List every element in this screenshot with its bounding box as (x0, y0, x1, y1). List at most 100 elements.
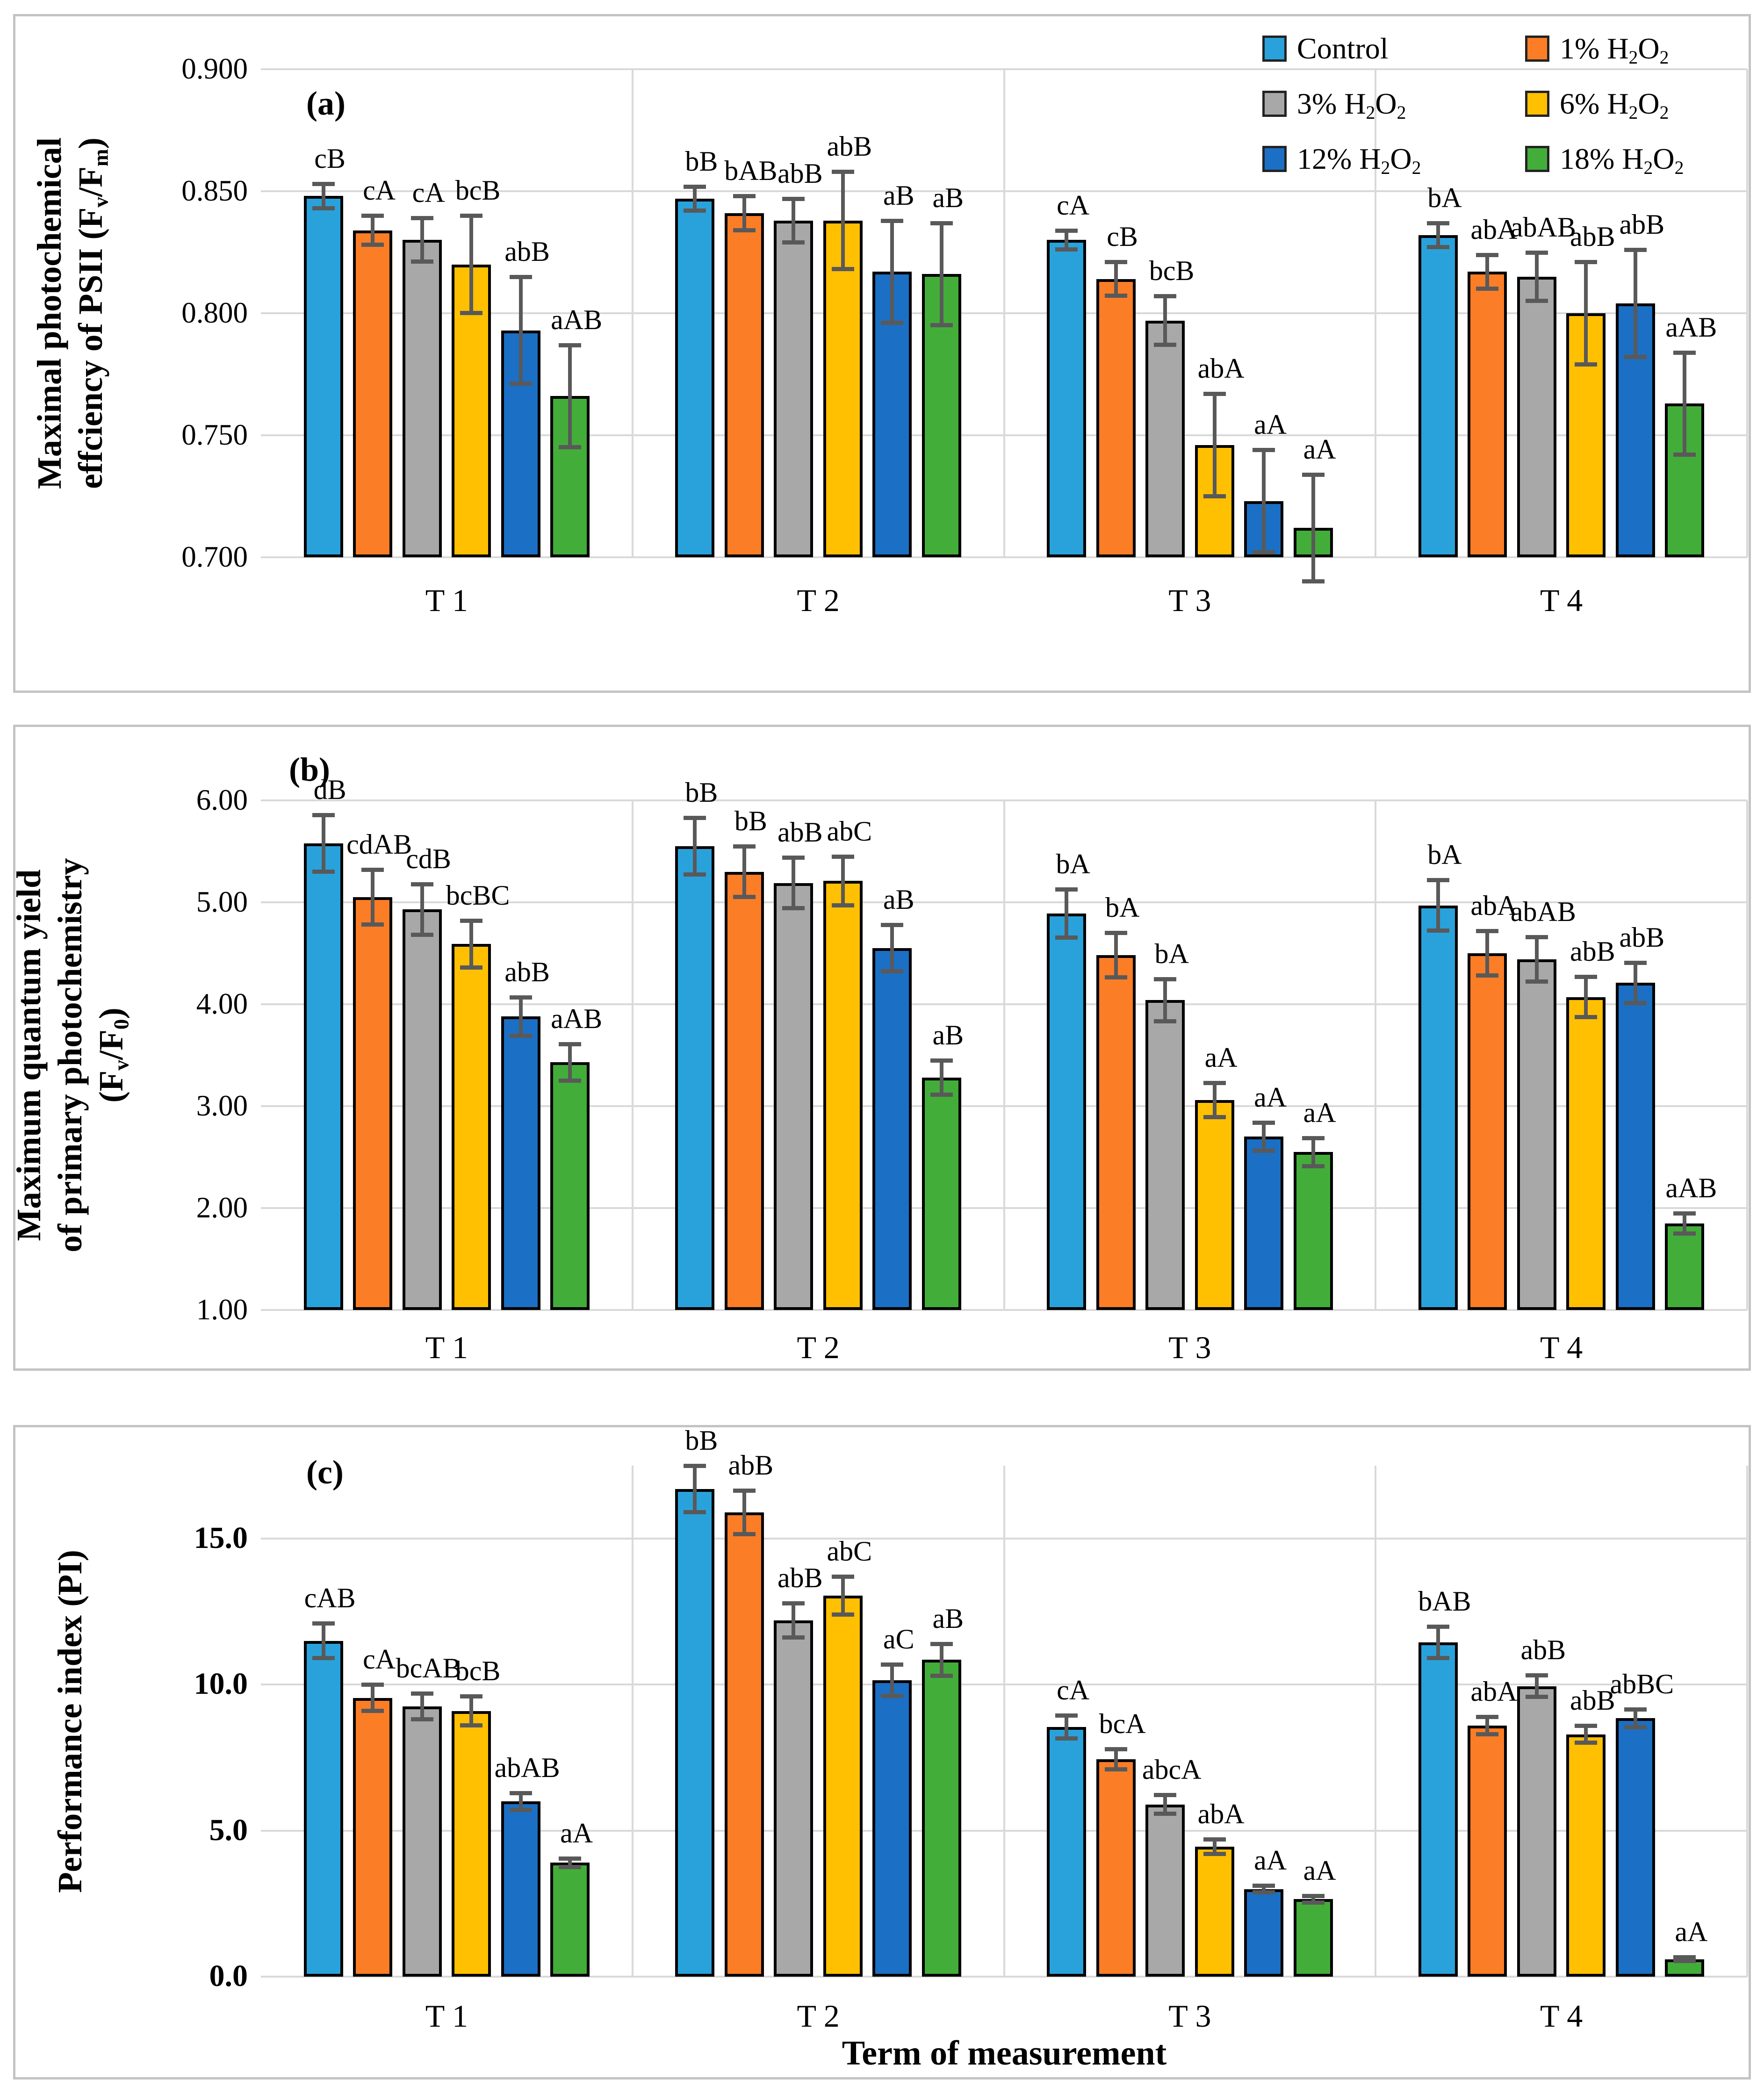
legend-item: 1% H2O2 (1525, 34, 1669, 67)
error-bar-cap-top (930, 221, 953, 225)
sig-label: cAB (304, 1583, 356, 1614)
sig-label: abB (1520, 1634, 1566, 1666)
error-bar-cap-top (881, 922, 904, 927)
sig-label: bcB (455, 175, 501, 206)
sig-label: aAB (1665, 311, 1717, 343)
y-axis-title: Maximal photochemical effciency of PSII (… (30, 137, 113, 489)
sig-label: bB (685, 145, 718, 177)
error-bar (1311, 1137, 1315, 1166)
bar (501, 1801, 540, 1977)
bar (1517, 276, 1556, 557)
sig-label: aAB (551, 1003, 603, 1035)
error-bar (321, 184, 325, 209)
error-bar-cap-bottom (684, 1510, 706, 1514)
sig-label: bcAB (396, 1653, 461, 1684)
error-bar (1436, 880, 1440, 931)
error-bar-cap-bottom (1624, 1725, 1647, 1729)
error-bar-cap-top (559, 1857, 582, 1861)
error-bar-cap-bottom (782, 906, 805, 911)
error-bar (371, 216, 375, 245)
error-bar (693, 818, 697, 875)
sig-label: bAB (724, 155, 778, 187)
bar (1096, 955, 1136, 1310)
error-bar-cap-top (1104, 1747, 1127, 1751)
error-bar (693, 186, 697, 211)
error-bar-cap-top (831, 170, 854, 174)
error-bar-cap-bottom (1104, 975, 1127, 980)
bar (1566, 997, 1606, 1310)
ytick-label: 3.00 (196, 1089, 248, 1122)
category-separator (1746, 1466, 1748, 1977)
error-bar-cap-bottom (509, 1033, 532, 1038)
sig-label: abA (1197, 1799, 1245, 1830)
error-bar-cap-bottom (1203, 1851, 1226, 1856)
error-bar (890, 924, 894, 972)
error-bar-cap-bottom (1302, 1900, 1325, 1905)
error-bar-cap-bottom (1154, 342, 1177, 347)
error-bar (1485, 931, 1490, 976)
bar (675, 198, 715, 557)
legend-item: 18% H2O2 (1525, 144, 1684, 177)
error-bar-cap-top (1525, 250, 1548, 255)
error-bar-cap-top (684, 1464, 706, 1468)
sig-label: abB (504, 236, 550, 267)
bar (353, 1698, 393, 1977)
error-bar-cap-bottom (1525, 979, 1548, 984)
error-bar-cap-top (361, 1683, 384, 1687)
error-bar-cap-bottom (312, 869, 335, 874)
sig-label: abB (827, 131, 872, 162)
legend-item: 6% H2O2 (1525, 89, 1669, 122)
error-bar (792, 857, 796, 909)
bar (452, 944, 491, 1310)
bar (774, 1620, 814, 1977)
error-bar (841, 1576, 845, 1615)
error-bar-cap-top (1154, 977, 1177, 981)
bar (402, 240, 442, 557)
error-bar-cap-top (312, 182, 335, 187)
ytick-label: 5.00 (196, 885, 248, 918)
category-label: T 1 (425, 583, 468, 618)
error-bar (1114, 933, 1118, 978)
error-bar-cap-bottom (1624, 354, 1647, 359)
category-separator (631, 69, 634, 557)
sig-label: abB (778, 817, 823, 848)
sig-label: aAB (1665, 1172, 1717, 1203)
bar (872, 948, 912, 1310)
error-bar-cap-top (1525, 935, 1548, 940)
sig-label: aA (1254, 1845, 1287, 1876)
error-bar-cap-bottom (881, 1694, 904, 1698)
error-bar-cap-top (312, 813, 335, 817)
error-bar (1683, 352, 1687, 455)
category-separator (631, 1466, 634, 1977)
bar (550, 1062, 590, 1310)
sig-label: bA (1427, 839, 1462, 871)
category-separator (1375, 1466, 1377, 1977)
x-axis-title: Term of measurement (842, 2034, 1167, 2072)
error-bar-cap-bottom (831, 903, 854, 907)
category-separator (1746, 800, 1748, 1310)
sig-label: abB (504, 956, 550, 987)
error-bar (1584, 1726, 1588, 1743)
error-bar (1311, 474, 1315, 582)
error-bar-cap-top (361, 868, 384, 872)
error-bar (1436, 1626, 1440, 1659)
ytick-label: 0.850 (181, 174, 248, 207)
error-bar-cap-top (1624, 248, 1647, 252)
sig-label: abAB (1510, 896, 1576, 928)
error-bar-cap-top (1525, 1673, 1548, 1678)
ytick-label: 0.800 (181, 296, 248, 329)
category-label: T 4 (1540, 583, 1583, 618)
bar (550, 1863, 590, 1977)
error-bar-cap-bottom (559, 1078, 582, 1083)
error-bar-cap-bottom (1476, 1732, 1499, 1736)
error-bar (1114, 262, 1118, 296)
sig-label: abA (1470, 890, 1518, 921)
error-bar-cap-top (1476, 1715, 1499, 1720)
bar (501, 1016, 540, 1310)
bar (1665, 1223, 1705, 1310)
error-bar-cap-bottom (312, 206, 335, 210)
error-bar (371, 870, 375, 925)
error-bar-cap-top (1104, 260, 1127, 265)
sig-label: bcB (455, 1655, 501, 1687)
error-bar (1633, 962, 1637, 1003)
